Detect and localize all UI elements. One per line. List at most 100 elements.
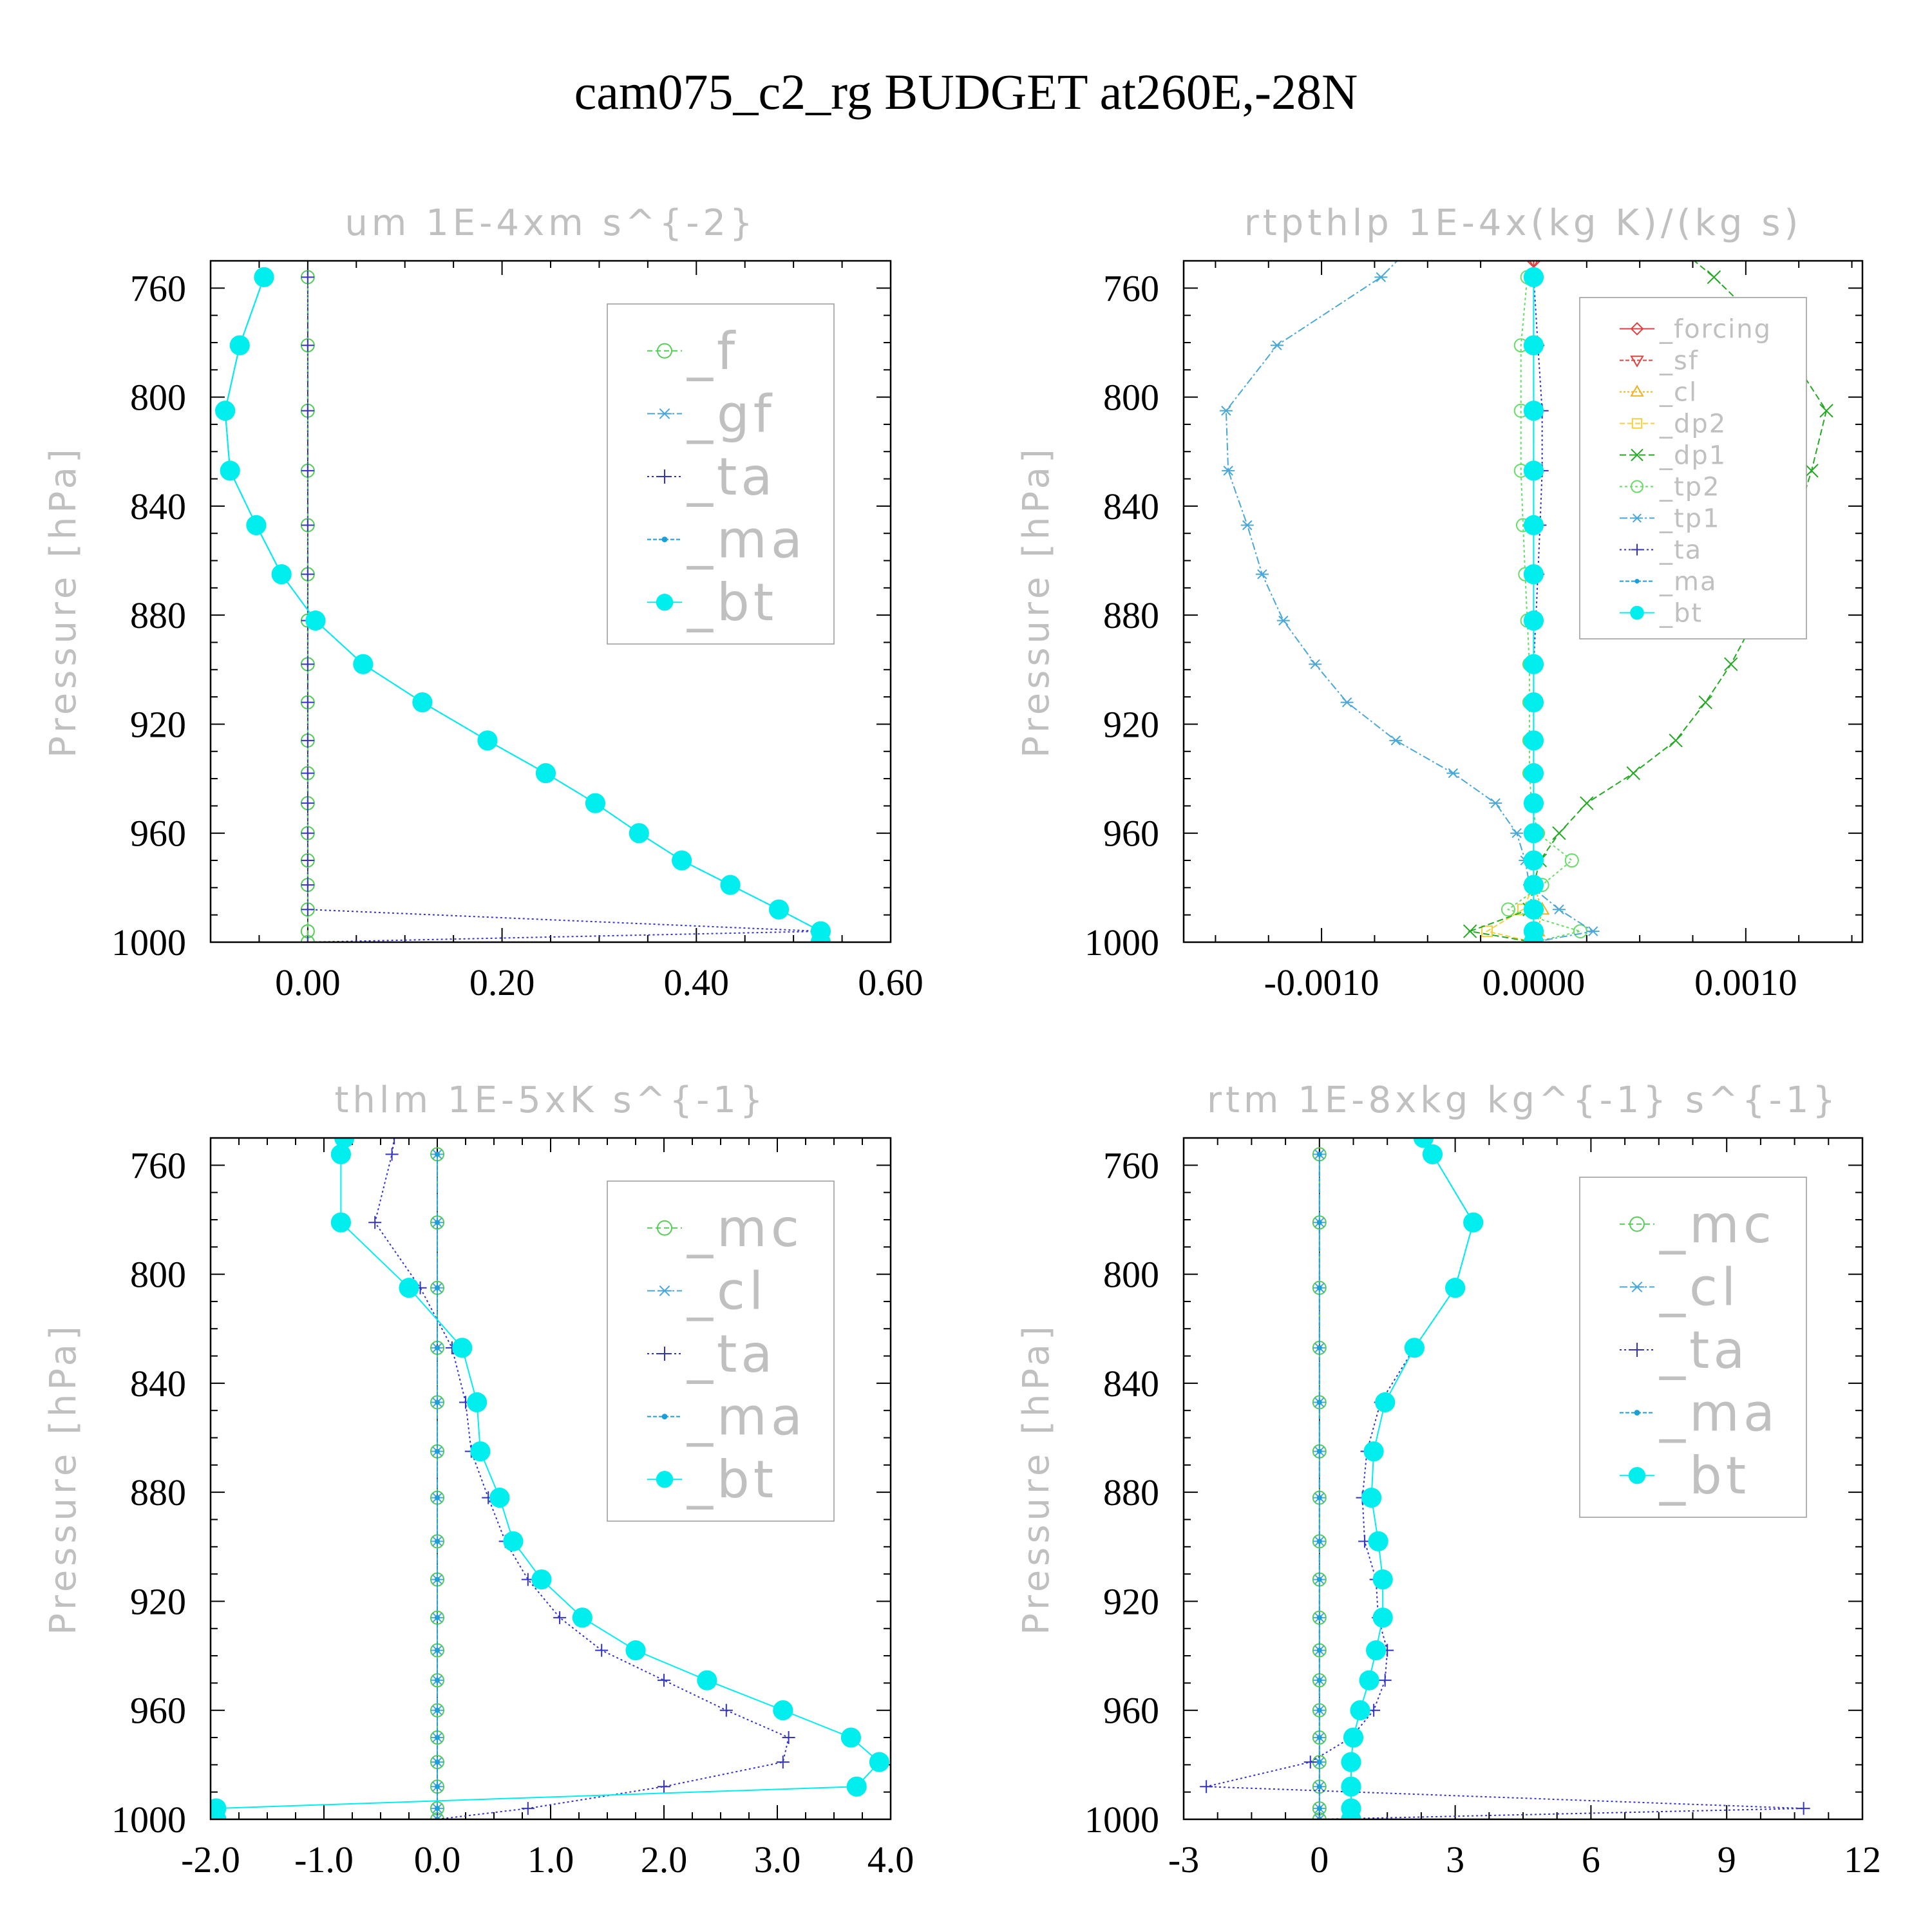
data-point (1463, 1212, 1484, 1233)
panel-title: thlm 1E-5xK s^{-1} (334, 1079, 766, 1121)
y-tick-label: 1000 (111, 1799, 186, 1841)
data-point (1372, 1607, 1393, 1628)
legend-label: _bt (1659, 599, 1703, 629)
data-point (301, 766, 314, 780)
data-point (301, 734, 314, 747)
data-point (1510, 828, 1524, 838)
data-point (1200, 1780, 1213, 1794)
data-point (1463, 924, 1477, 938)
series-ma (435, 1151, 440, 1819)
data-point (1523, 763, 1544, 784)
legend-label: _ma (687, 510, 806, 570)
data-point (1270, 340, 1283, 350)
data-point (388, 1138, 401, 1144)
legend-marker (1631, 513, 1643, 523)
data-point (1316, 1647, 1322, 1653)
x-tick-label: -0.0010 (1264, 961, 1379, 1003)
legend-box (1579, 1177, 1807, 1518)
legend-marker (656, 594, 674, 611)
data-point (846, 1776, 867, 1797)
y-tick-label: 760 (1103, 267, 1159, 309)
y-tick-label: 880 (130, 1472, 186, 1513)
legend-label: _mc (1659, 1195, 1776, 1255)
y-tick-label: 880 (1103, 594, 1159, 636)
data-point (1529, 261, 1539, 269)
series-line (1485, 277, 1535, 942)
data-point (1316, 1495, 1322, 1501)
data-point (1363, 1441, 1384, 1462)
x-tick-label: 0.0000 (1482, 961, 1586, 1003)
data-point (595, 1643, 609, 1657)
data-point (810, 932, 831, 942)
data-point (629, 823, 649, 844)
legend-marker (658, 469, 672, 484)
x-tick-label: 0.0010 (1694, 961, 1797, 1003)
data-point (719, 1703, 733, 1717)
data-point (301, 797, 314, 810)
data-point (1523, 932, 1544, 942)
legend-marker (1631, 448, 1643, 462)
data-point (305, 611, 326, 631)
legend-label: _cl (1659, 1257, 1739, 1317)
data-point (1523, 793, 1544, 813)
legend-marker (1631, 544, 1643, 556)
data-point (1341, 1809, 1361, 1819)
data-point (385, 1148, 399, 1161)
legend-box (1579, 297, 1807, 639)
data-point (1343, 1727, 1364, 1748)
data-point (301, 854, 314, 867)
panel-2: rtpthlp 1E-4x(kg K)/(kg s) Pressure [hPa]… (1016, 202, 1864, 1003)
data-point (1573, 924, 1587, 939)
data-point (467, 1392, 488, 1413)
data-point (368, 1216, 382, 1229)
y-axis-label: Pressure [hPa] (43, 1322, 84, 1635)
data-point (301, 339, 314, 352)
data-point (435, 1577, 440, 1582)
data-point (435, 1678, 440, 1683)
legend-marker (657, 343, 672, 359)
plot-frame (209, 1137, 892, 1821)
data-point (840, 1727, 861, 1748)
y-tick-label: 880 (130, 594, 186, 636)
y-tick-label: 840 (1103, 486, 1159, 527)
data-point (435, 1615, 440, 1620)
legend-label: _bt (1659, 1446, 1750, 1506)
data-point (1316, 1806, 1322, 1812)
data-point (1489, 798, 1502, 808)
data-point (658, 1674, 670, 1687)
legend-label: _dp1 (1659, 441, 1727, 471)
legend-label: _tp1 (1659, 504, 1721, 534)
series-bt (1523, 267, 1544, 942)
data-point (1316, 1151, 1322, 1157)
data-point (1552, 904, 1566, 914)
data-point (1523, 899, 1544, 920)
data-point (1303, 1756, 1317, 1769)
data-point (1316, 1539, 1322, 1544)
data-point (1240, 520, 1254, 531)
data-point (435, 1806, 440, 1812)
panel-3: thlm 1E-5xK s^{-1} Pressure [hPa] 760 800 84… (43, 1079, 914, 1880)
data-point (625, 1640, 646, 1661)
data-point (330, 1212, 352, 1233)
x-tick-label: 1.0 (527, 1839, 574, 1880)
legend: _f_gf_ta_ma_bt (607, 303, 835, 645)
x-tick-label: 0 (1310, 1839, 1329, 1880)
legend-label: _ma (687, 1387, 806, 1447)
y-axis-label: Pressure [hPa] (1016, 1322, 1057, 1635)
legend-label: _sf (1659, 346, 1699, 376)
data-point (477, 730, 498, 751)
data-point (1316, 1345, 1322, 1350)
legend-box (607, 303, 835, 645)
data-point (773, 1700, 793, 1721)
x-tick-label: 3.0 (754, 1839, 801, 1880)
data-point (1446, 768, 1460, 779)
legend-marker (1630, 605, 1644, 620)
legend-marker (1630, 1281, 1644, 1293)
data-point (1366, 1640, 1387, 1661)
x-tick-label: 3 (1446, 1839, 1464, 1880)
series-line (1350, 1138, 1474, 1819)
y-tick-label: 800 (1103, 377, 1159, 419)
data-point (1707, 270, 1721, 285)
data-point (1804, 464, 1819, 478)
data-point (435, 1151, 440, 1157)
